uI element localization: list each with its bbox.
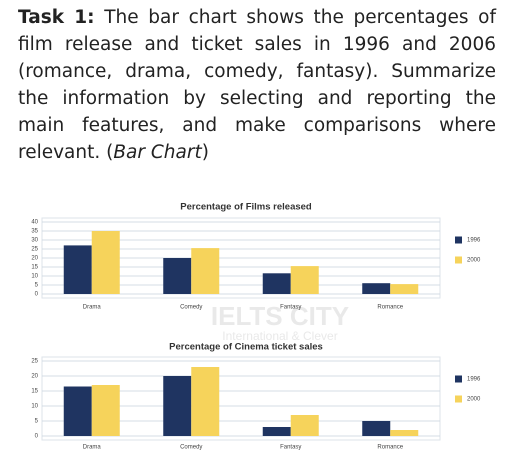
legend-swatch: [455, 395, 462, 403]
y-tick-label: 10: [31, 274, 38, 280]
y-tick-label: 10: [31, 404, 38, 410]
y-tick-label: 0: [35, 292, 39, 298]
watermark-subtitle: International & Clever: [222, 329, 337, 343]
x-tick-label: Fantasy: [280, 445, 301, 451]
task-note: Bar Chart: [113, 142, 202, 163]
y-tick-label: 40: [31, 220, 38, 226]
y-tick-label: 5: [35, 419, 39, 425]
bar: [191, 248, 220, 294]
legend-label: 1996: [467, 377, 481, 383]
bar: [191, 367, 220, 436]
bar: [390, 284, 419, 294]
legend-label: 1996: [467, 238, 481, 244]
bar: [262, 273, 291, 294]
y-tick-label: 0: [35, 434, 39, 440]
y-tick-label: 25: [31, 247, 38, 253]
y-tick-label: 20: [31, 374, 38, 380]
bar: [390, 430, 419, 436]
task-label: Task 1:: [18, 7, 95, 28]
legend-label: 2000: [467, 258, 481, 264]
bar: [362, 283, 391, 294]
legend-swatch: [455, 256, 462, 264]
chart-title: Percentage of Cinema ticket sales: [169, 342, 323, 353]
x-tick-label: Romance: [377, 445, 403, 451]
task-prompt: Task 1: The bar chart shows the percenta…: [18, 7, 496, 163]
y-tick-label: 20: [31, 256, 38, 262]
bar: [91, 231, 120, 294]
x-tick-label: Drama: [83, 305, 102, 311]
y-tick-label: 30: [31, 238, 38, 244]
bar: [63, 386, 92, 436]
bar: [262, 427, 291, 436]
y-tick-label: 25: [31, 359, 38, 365]
task-body: The bar chart shows the percentages of f…: [18, 7, 496, 163]
x-tick-label: Romance: [377, 305, 403, 311]
bar: [91, 385, 120, 436]
watermark-title: IELTS CITY: [211, 301, 349, 331]
x-tick-label: Fantasy: [280, 305, 301, 311]
legend-label: 2000: [467, 397, 481, 403]
plot-frame: [41, 356, 441, 441]
x-tick-label: Drama: [83, 445, 102, 451]
chart-title: Percentage of Films released: [180, 202, 312, 213]
legend-swatch: [455, 375, 462, 383]
bar: [362, 421, 391, 436]
bar: [163, 376, 192, 436]
bar: [163, 258, 192, 294]
bar: [290, 266, 319, 294]
y-tick-label: 35: [31, 229, 38, 235]
bar: [290, 415, 319, 436]
y-tick-label: 5: [35, 283, 39, 289]
x-tick-label: Comedy: [180, 445, 202, 451]
legend-swatch: [455, 236, 462, 244]
x-tick-label: Comedy: [180, 305, 202, 311]
y-tick-label: 15: [31, 389, 38, 395]
y-tick-label: 15: [31, 265, 38, 271]
bar: [63, 245, 92, 294]
